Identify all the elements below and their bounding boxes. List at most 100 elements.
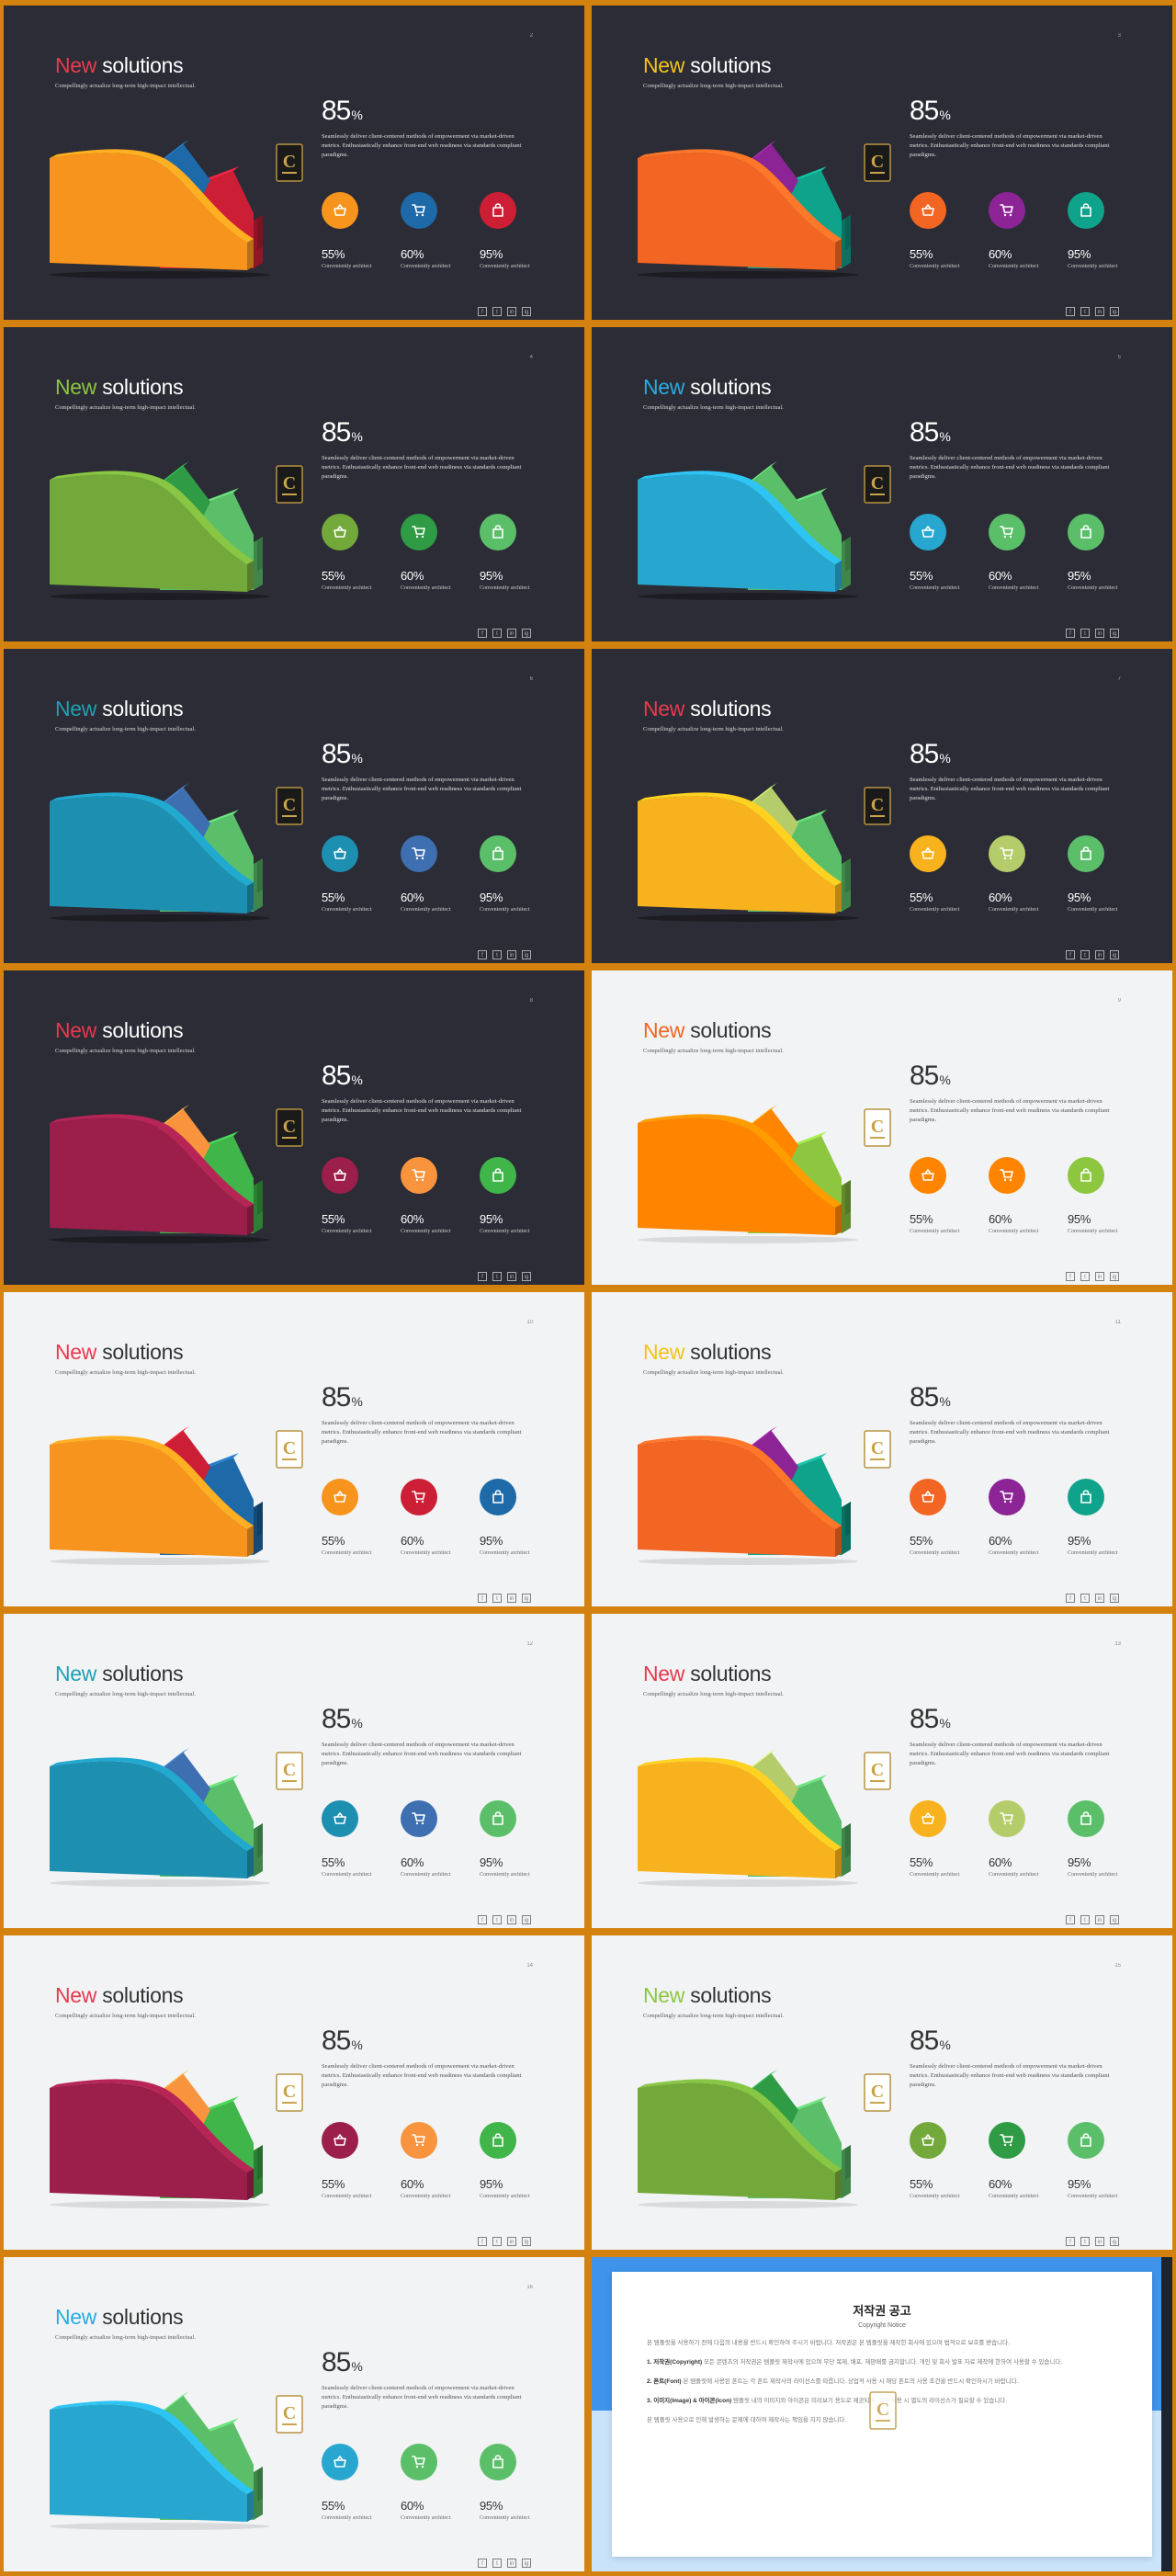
page-number: 15 xyxy=(1114,1963,1121,1969)
chart xyxy=(638,1090,867,1251)
social-icon-in[interactable]: in xyxy=(1095,1915,1104,1924)
big-percentage-value: 85 xyxy=(322,2347,351,2377)
social-icon-f[interactable]: f xyxy=(478,2237,487,2246)
stat-value: 95% xyxy=(1068,247,1091,261)
social-icon-ig[interactable]: ig xyxy=(522,1915,531,1924)
social-icon-ig[interactable]: ig xyxy=(1110,307,1119,316)
social-icon-f[interactable]: f xyxy=(478,950,487,959)
social-icon-ig[interactable]: ig xyxy=(1110,1272,1119,1281)
stat-value: 60% xyxy=(989,247,1012,261)
social-icon-in[interactable]: in xyxy=(507,2237,516,2246)
social-icon-t[interactable]: t xyxy=(1080,1915,1090,1924)
series-3-edge xyxy=(257,1180,263,1215)
social-icon-ig[interactable]: ig xyxy=(522,950,531,959)
social-icon-f[interactable]: f xyxy=(1066,1272,1075,1281)
title-rest: solutions xyxy=(684,1662,772,1685)
stat-value: 95% xyxy=(480,569,503,583)
social-icon-f[interactable]: f xyxy=(478,307,487,316)
series-1-side xyxy=(247,1526,254,1557)
social-icon-ig[interactable]: ig xyxy=(522,629,531,638)
notice-section-body: 본 템플릿에 사용된 폰트는 각 폰트 제작사의 라이선스를 따릅니다. 상업적… xyxy=(683,2378,1019,2385)
social-icon-in[interactable]: in xyxy=(507,1272,516,1281)
title-rest: solutions xyxy=(684,53,772,77)
social-icon-f[interactable]: f xyxy=(478,2559,487,2568)
social-icon-ig[interactable]: ig xyxy=(1110,2237,1119,2246)
social-icon-in[interactable]: in xyxy=(1095,1272,1104,1281)
stat-3: 95% Conveniently architect xyxy=(1068,891,1117,913)
social-icon-in[interactable]: in xyxy=(507,1915,516,1924)
big-percentage: 85% xyxy=(322,1704,363,1735)
social-icon-ig[interactable]: ig xyxy=(1110,950,1119,959)
social-icon-in[interactable]: in xyxy=(1095,1594,1104,1603)
social-links: f t in ig xyxy=(472,1266,531,1283)
stat-1: 55% Conveniently architect xyxy=(322,569,371,591)
social-icon-f[interactable]: f xyxy=(1066,1594,1075,1603)
chart xyxy=(50,447,279,607)
social-icon-t[interactable]: t xyxy=(1080,1594,1090,1603)
social-icon-f[interactable]: f xyxy=(478,1272,487,1281)
social-icon-ig[interactable]: ig xyxy=(522,2237,531,2246)
social-icon-t[interactable]: t xyxy=(492,629,502,638)
social-icon-t[interactable]: t xyxy=(1080,307,1090,316)
social-icon-f[interactable]: f xyxy=(1066,307,1075,316)
bag-icon xyxy=(492,525,503,539)
social-icon-t[interactable]: t xyxy=(492,1915,502,1924)
social-icon-ig[interactable]: ig xyxy=(522,1594,531,1603)
stat-value: 95% xyxy=(480,1534,503,1548)
social-icon-f[interactable]: f xyxy=(478,629,487,638)
social-icon-t[interactable]: t xyxy=(1080,629,1090,638)
social-icon-t[interactable]: t xyxy=(492,950,502,959)
social-icon-t[interactable]: t xyxy=(492,1272,502,1281)
social-icon-f[interactable]: f xyxy=(478,1594,487,1603)
logo: C xyxy=(276,1108,303,1147)
slide-9: 9 New solutions Compellingly actualize lon… xyxy=(592,970,1172,1285)
stat-circle-1 xyxy=(910,1479,946,1515)
social-icon-t[interactable]: t xyxy=(1080,2237,1090,2246)
stat-value: 55% xyxy=(910,247,933,261)
social-icon-f[interactable]: f xyxy=(1066,629,1075,638)
social-icon-ig[interactable]: ig xyxy=(1110,1594,1119,1603)
stat-value: 55% xyxy=(910,2177,933,2191)
social-icon-in[interactable]: in xyxy=(507,629,516,638)
social-icon-f[interactable]: f xyxy=(478,1915,487,1924)
social-icon-ig[interactable]: ig xyxy=(522,1272,531,1281)
basket-icon xyxy=(922,2134,934,2146)
social-icon-in[interactable]: in xyxy=(1095,307,1104,316)
social-icon-ig[interactable]: ig xyxy=(1110,629,1119,638)
social-icon-in[interactable]: in xyxy=(1095,629,1104,638)
social-icon-in[interactable]: in xyxy=(507,2559,516,2568)
stat-label: Conveniently architect xyxy=(989,2194,1039,2199)
big-percentage: 85% xyxy=(910,1382,951,1413)
social-icon-t[interactable]: t xyxy=(492,2237,502,2246)
cart-icon xyxy=(412,2134,425,2147)
social-icon-in[interactable]: in xyxy=(507,950,516,959)
social-icon-t[interactable]: t xyxy=(1080,950,1090,959)
social-icon-in[interactable]: in xyxy=(1095,950,1104,959)
stat-label: Conveniently architect xyxy=(910,2194,960,2199)
slide-12: 12 New solutions Compellingly actualize lo… xyxy=(4,1614,584,1928)
social-icon-f[interactable]: f xyxy=(1066,950,1075,959)
social-icon-t[interactable]: t xyxy=(492,307,502,316)
social-icon-t[interactable]: t xyxy=(492,2559,502,2568)
big-percentage: 85% xyxy=(322,96,363,127)
social-icon-t[interactable]: t xyxy=(1080,1272,1090,1281)
logo: C xyxy=(276,1430,303,1469)
social-icon-ig[interactable]: ig xyxy=(522,307,531,316)
social-icon-f[interactable]: f xyxy=(1066,2237,1075,2246)
social-icon-in[interactable]: in xyxy=(1095,2237,1104,2246)
big-percentage-unit: % xyxy=(939,108,951,122)
social-icon-in[interactable]: in xyxy=(507,1594,516,1603)
series-3-edge xyxy=(845,1823,851,1858)
series-3-edge xyxy=(845,215,851,250)
social-icon-ig[interactable]: ig xyxy=(522,2559,531,2568)
social-icon-t[interactable]: t xyxy=(492,1594,502,1603)
social-icon-in[interactable]: in xyxy=(507,307,516,316)
chart-shadow xyxy=(638,271,858,278)
social-icon-f[interactable]: f xyxy=(1066,1915,1075,1924)
title-rest: solutions xyxy=(96,1983,184,2007)
stat-circle-3 xyxy=(480,1800,516,1837)
stat-value: 55% xyxy=(322,2499,345,2513)
stat-2: 60% Conveniently architect xyxy=(401,1855,450,1878)
social-icon-ig[interactable]: ig xyxy=(1110,1915,1119,1924)
title-rest: solutions xyxy=(96,1018,184,1042)
